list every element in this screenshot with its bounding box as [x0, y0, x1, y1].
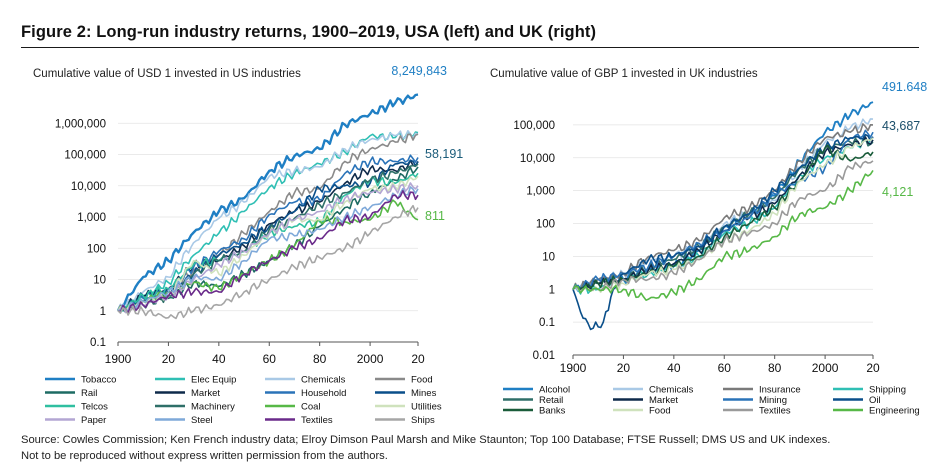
series-line-banks — [572, 144, 874, 290]
series-line-food — [572, 137, 874, 294]
legend-label: Household — [301, 388, 346, 399]
chart-title: Cumulative value of USD 1 invested in US… — [33, 68, 301, 80]
x-tick-label: 80 — [768, 361, 782, 375]
legend-label: Mining — [759, 395, 787, 406]
legend-label: Mines — [411, 388, 437, 399]
y-tick-label: 1,000 — [77, 212, 106, 224]
y-tick-label: 10 — [542, 251, 555, 263]
chart-title: Cumulative value of GBP 1 invested in UK… — [490, 68, 758, 80]
legend-label: Food — [411, 375, 433, 386]
series-line-telcos — [117, 172, 419, 312]
x-tick-label: 1900 — [105, 352, 132, 366]
y-tick-label: 1 — [100, 306, 106, 318]
figure-title: Figure 2: Long-run industry returns, 190… — [21, 23, 597, 41]
series-line-textiles — [117, 190, 419, 314]
title-divider — [21, 47, 919, 48]
x-tick-label: 40 — [212, 352, 226, 366]
x-tick-label: 60 — [718, 361, 732, 375]
y-tick-label: 1,000,000 — [55, 118, 106, 130]
end-value-label: 58,191 — [425, 147, 463, 161]
series-line-elec-equip — [117, 130, 419, 312]
legend-label: Market — [649, 395, 678, 406]
x-tick-label: 60 — [263, 352, 277, 366]
y-tick-label: 10,000 — [71, 181, 106, 193]
x-tick-label: 80 — [313, 352, 327, 366]
y-tick-label: 1 — [549, 284, 555, 296]
y-tick-label: 100 — [87, 243, 106, 255]
y-tick-label: 0.1 — [539, 317, 555, 329]
end-value-label: 491.648 — [882, 80, 927, 94]
x-tick-label: 1900 — [560, 361, 587, 375]
series-line-alcohol — [572, 101, 874, 292]
x-tick-label: 20 — [162, 352, 176, 366]
series-line-steel — [117, 186, 419, 312]
x-tick-label: 2000 — [357, 352, 384, 366]
legend-label: Elec Equip — [191, 375, 236, 386]
end-value-label: 43,687 — [882, 119, 920, 133]
series-line-ships — [117, 204, 419, 320]
y-tick-label: 0.01 — [533, 350, 555, 362]
end-value-label: 811 — [425, 209, 445, 223]
chart-uk: Cumulative value of GBP 1 invested in UK… — [490, 68, 927, 417]
legend-label: Telcos — [81, 402, 108, 413]
y-tick-label: 100,000 — [64, 150, 106, 162]
series-line-mining — [572, 129, 874, 290]
end-value-label: 8,249,843 — [391, 64, 447, 78]
legend-label: Rail — [81, 388, 97, 399]
series-line-food — [117, 133, 419, 314]
series-line-engineering — [572, 169, 874, 301]
legend-label: Textiles — [759, 406, 791, 417]
legend-label: Tobacco — [81, 375, 116, 386]
source-note: Source: Cowles Commission; Ken French in… — [21, 434, 831, 446]
legend-label: Banks — [539, 406, 566, 417]
chart-us: Cumulative value of USD 1 invested in US… — [33, 64, 463, 426]
legend-label: Shipping — [869, 385, 906, 396]
legend-label: Engineering — [869, 406, 920, 417]
x-tick-label: 20 — [866, 361, 880, 375]
legend-label: Retail — [539, 395, 563, 406]
legend-label: Coal — [301, 402, 321, 413]
legend: Tobacco Elec Equip Chemicals Food Rail Market… — [45, 375, 442, 426]
y-tick-label: 0.1 — [90, 337, 106, 349]
legend-label: Insurance — [759, 385, 801, 396]
legend-label: Food — [649, 406, 671, 417]
series-line-textiles — [572, 160, 874, 293]
x-tick-label: 40 — [667, 361, 681, 375]
y-tick-label: 100 — [536, 219, 555, 231]
y-tick-label: 10 — [93, 275, 106, 287]
series-line-chemicals — [117, 130, 419, 312]
series-line-tobacco — [116, 93, 419, 312]
legend-label: Chemicals — [649, 385, 694, 396]
y-tick-label: 1,000 — [526, 186, 555, 198]
legend-label: Steel — [191, 415, 213, 426]
y-tick-label: 100,000 — [513, 120, 555, 132]
x-tick-label: 20 — [411, 352, 425, 366]
legend: Alcohol Chemicals Insurance Shipping Retail M… — [503, 385, 920, 417]
legend-label: Ships — [411, 415, 435, 426]
x-tick-label: 20 — [617, 361, 631, 375]
legend-label: Utilities — [411, 402, 442, 413]
legend-label: Machinery — [191, 402, 235, 413]
end-value-label: 4,121 — [882, 185, 913, 199]
legend-label: Chemicals — [301, 375, 346, 386]
x-tick-label: 2000 — [812, 361, 839, 375]
legend-label: Oil — [869, 395, 881, 406]
legend-label: Paper — [81, 415, 106, 426]
copyright-note: Not to be reproduced without express wri… — [21, 450, 388, 462]
legend-label: Textiles — [301, 415, 333, 426]
y-tick-label: 10,000 — [520, 153, 555, 165]
legend-label: Alcohol — [539, 385, 570, 396]
legend-label: Market — [191, 388, 220, 399]
